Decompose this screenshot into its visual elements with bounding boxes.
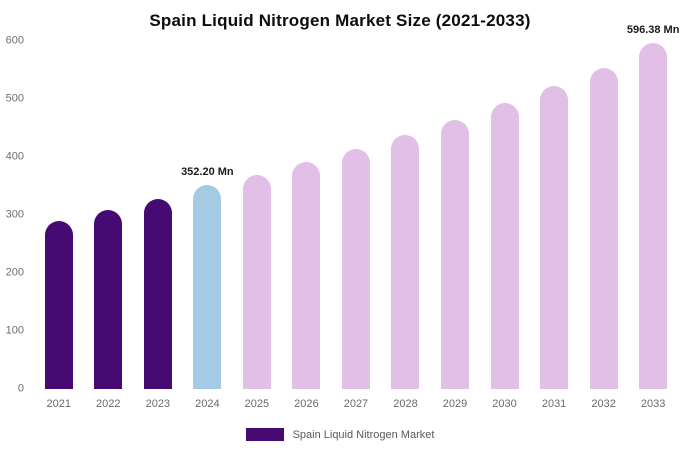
bar-2024 <box>193 184 222 389</box>
bars: 2021 2022 2023 2024 352.20 Mn 2025 2026 2027 202… <box>34 24 680 410</box>
bar-2025 <box>242 174 271 389</box>
y-tick-label: 0 <box>17 382 24 395</box>
bar-column-2023: 2023 <box>133 41 183 410</box>
x-tick-label: 2027 <box>343 398 369 410</box>
bar-2030 <box>490 103 519 389</box>
x-tick-label: 2023 <box>145 398 171 410</box>
y-tick-label: 500 <box>5 92 24 105</box>
bar-column-2024: 2024 352.20 Mn <box>181 41 234 410</box>
bar-column-2032: 2032 <box>579 41 629 410</box>
bar-column-2021: 2021 <box>34 41 84 410</box>
bar-column-2029: 2029 <box>430 41 480 410</box>
x-tick-label: 2031 <box>541 398 567 410</box>
plot-area: 0 100 200 300 400 500 600 2021 2022 2023 2024 352.… <box>0 24 680 410</box>
y-tick-label: 300 <box>5 208 24 221</box>
bar-2021 <box>44 221 73 389</box>
x-tick-label: 2028 <box>393 398 418 410</box>
chart-title: Spain Liquid Nitrogen Market Size (2021-… <box>149 11 531 30</box>
y-tick-label: 400 <box>5 150 24 163</box>
bar-column-2033: 2033 596.38 Mn <box>627 24 680 410</box>
y-axis: 0 100 200 300 400 500 600 <box>0 35 28 394</box>
x-tick-label: 2022 <box>96 398 121 410</box>
bar-2027 <box>341 148 370 389</box>
bar-column-2027: 2027 <box>331 41 381 410</box>
bar-2032 <box>589 68 618 389</box>
legend-label: Spain Liquid Nitrogen Market <box>292 428 435 441</box>
y-tick-label: 200 <box>5 266 24 279</box>
bar-column-2026: 2026 <box>282 41 332 410</box>
x-tick-label: 2032 <box>591 398 616 410</box>
x-tick-label: 2033 <box>640 398 666 410</box>
bar-column-2028: 2028 <box>381 41 431 410</box>
bar-2029 <box>441 119 470 389</box>
bar-2028 <box>391 134 420 389</box>
bar-column-2030: 2030 <box>480 41 530 410</box>
bar-column-2025: 2025 <box>232 41 282 410</box>
bar-2033 <box>639 43 668 389</box>
value-annotation: 352.20 Mn <box>181 165 234 178</box>
bar-column-2031: 2031 <box>529 41 579 410</box>
legend-swatch <box>245 428 284 441</box>
x-tick-label: 2030 <box>492 398 517 410</box>
x-tick-label: 2025 <box>244 398 270 410</box>
x-tick-label: 2021 <box>46 398 71 410</box>
y-tick-label: 100 <box>5 324 24 337</box>
x-tick-label: 2029 <box>442 398 468 410</box>
x-tick-label: 2024 <box>195 398 220 410</box>
bar-2023 <box>143 198 172 389</box>
bar-2026 <box>292 162 321 389</box>
legend: Spain Liquid Nitrogen Market <box>0 428 680 441</box>
bar-2031 <box>540 86 569 389</box>
value-annotation: 596.38 Mn <box>626 24 680 37</box>
bar-2022 <box>94 210 123 389</box>
bar-column-2022: 2022 <box>84 41 134 410</box>
y-tick-label: 600 <box>5 34 24 47</box>
x-tick-label: 2026 <box>294 398 319 410</box>
